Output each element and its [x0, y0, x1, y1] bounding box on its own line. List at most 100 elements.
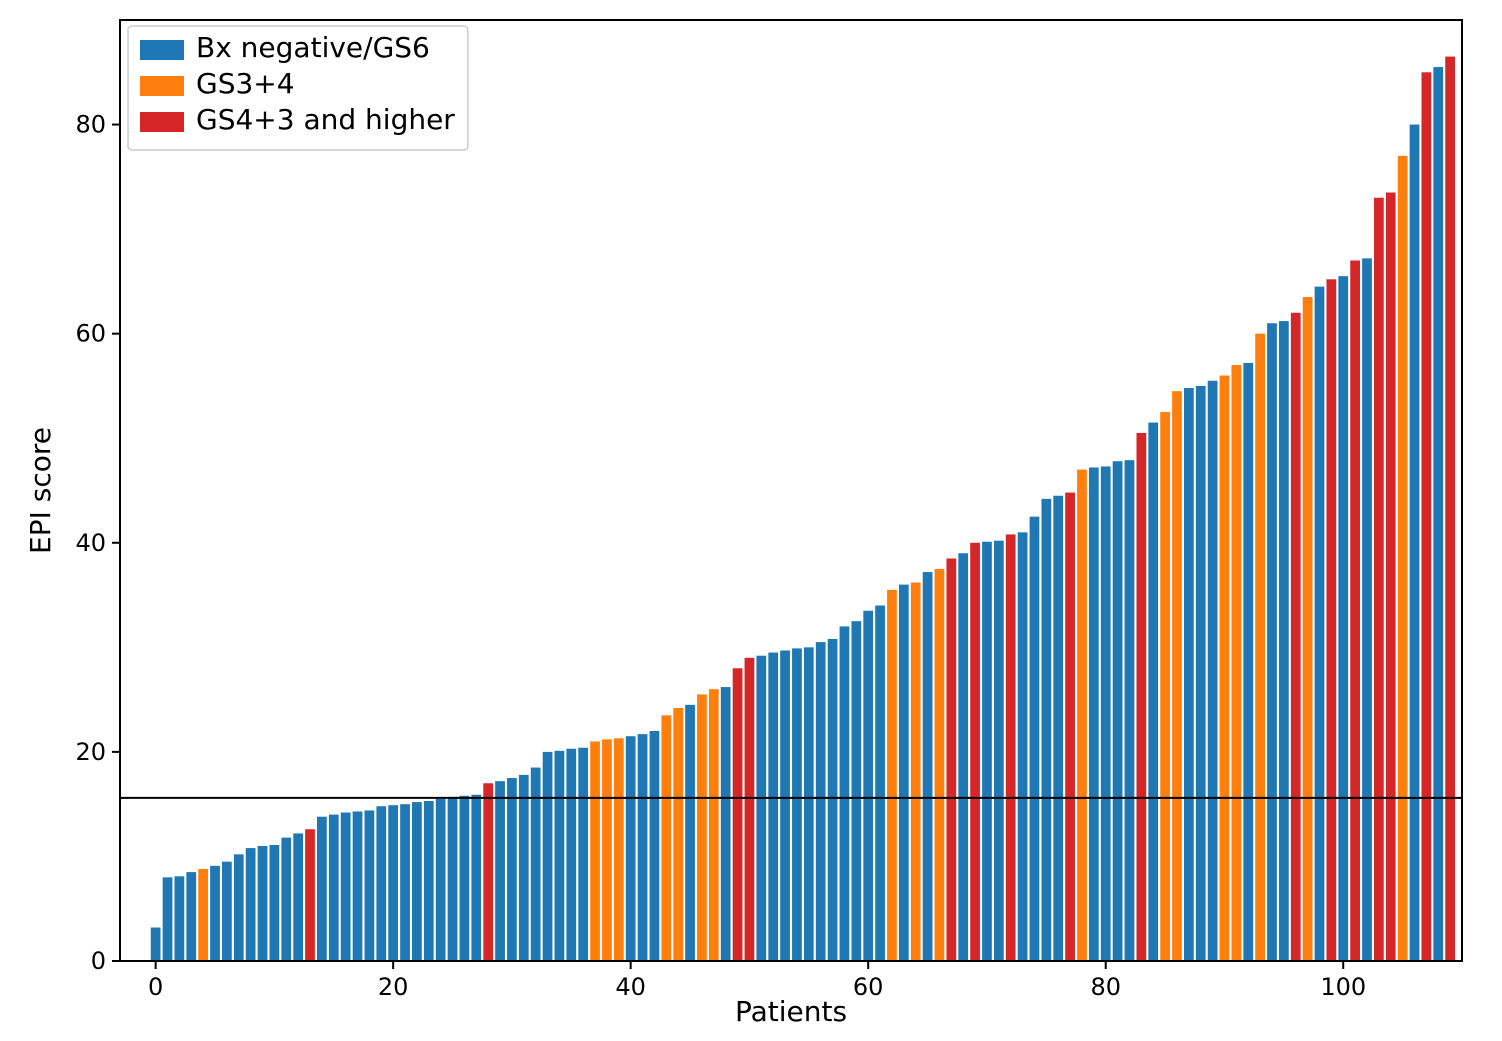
- bar: [638, 734, 648, 961]
- bar: [1148, 423, 1158, 961]
- bar: [1065, 493, 1075, 961]
- bar: [1374, 198, 1384, 961]
- x-tick-label: 20: [378, 973, 409, 1001]
- bar: [246, 848, 256, 961]
- bar: [673, 708, 683, 961]
- x-tick-label: 100: [1320, 973, 1366, 1001]
- bar: [697, 694, 707, 961]
- bar: [911, 583, 921, 961]
- bar: [1422, 72, 1432, 961]
- bar: [1125, 460, 1135, 961]
- bar: [935, 569, 945, 961]
- bar: [614, 738, 624, 961]
- bar: [590, 741, 600, 961]
- bar: [1136, 433, 1146, 961]
- bar: [650, 731, 660, 961]
- bar: [234, 854, 244, 961]
- bar: [602, 739, 612, 961]
- bar: [388, 805, 398, 961]
- bar: [448, 797, 458, 961]
- bar: [1172, 391, 1182, 961]
- bar: [1220, 375, 1230, 961]
- bar: [1053, 496, 1063, 961]
- bar: [365, 810, 375, 961]
- bar: [661, 715, 671, 961]
- legend-label: GS4+3 and higher: [196, 103, 455, 136]
- bar: [851, 621, 861, 961]
- bar: [412, 802, 422, 961]
- bar: [745, 658, 755, 961]
- bar: [994, 541, 1004, 961]
- bar: [1089, 468, 1099, 962]
- bar: [376, 806, 386, 961]
- bar: [1326, 279, 1336, 961]
- chart-svg: 020406080100020406080PatientsEPI scoreBx…: [0, 0, 1502, 1041]
- bar: [270, 845, 280, 961]
- bar: [768, 653, 778, 961]
- bar: [198, 869, 208, 961]
- bar: [946, 558, 956, 961]
- y-tick-label: 20: [75, 738, 106, 766]
- bar: [555, 751, 565, 961]
- bar: [543, 752, 553, 961]
- bar: [519, 775, 529, 961]
- bar: [958, 553, 968, 961]
- bar: [1279, 321, 1289, 961]
- bar: [186, 872, 196, 961]
- bar: [1291, 313, 1301, 961]
- bar: [1303, 297, 1313, 961]
- bar: [1231, 365, 1241, 961]
- legend: Bx negative/GS6GS3+4GS4+3 and higher: [128, 26, 468, 150]
- bar: [305, 829, 315, 961]
- bar: [733, 668, 743, 961]
- bar: [341, 813, 351, 961]
- bar: [1196, 386, 1206, 961]
- bar: [460, 796, 470, 961]
- bar: [899, 585, 909, 961]
- bar: [329, 815, 339, 961]
- bar: [970, 543, 980, 961]
- legend-swatch: [140, 40, 184, 60]
- bar: [780, 650, 790, 961]
- epi-score-chart: 020406080100020406080PatientsEPI scoreBx…: [0, 0, 1502, 1041]
- bar: [863, 611, 873, 961]
- bar: [828, 639, 838, 961]
- bar: [756, 656, 766, 961]
- bar: [151, 928, 161, 961]
- bar: [566, 749, 576, 961]
- bar: [1410, 125, 1420, 961]
- bar: [222, 862, 232, 961]
- bar: [923, 572, 933, 961]
- x-tick-label: 60: [853, 973, 884, 1001]
- bar: [1338, 276, 1348, 961]
- bar: [1184, 388, 1194, 961]
- bar: [1030, 517, 1040, 961]
- bar: [317, 817, 327, 961]
- bar: [436, 799, 446, 961]
- bar: [353, 811, 363, 961]
- bar: [495, 781, 505, 961]
- x-tick-label: 0: [148, 973, 163, 1001]
- bar: [483, 783, 493, 961]
- bar: [471, 795, 481, 961]
- bar: [1018, 532, 1028, 961]
- bar: [1350, 260, 1360, 961]
- bar: [1243, 363, 1253, 961]
- bar: [804, 647, 814, 961]
- bar: [258, 846, 268, 961]
- bar: [840, 626, 850, 961]
- bar: [578, 748, 588, 961]
- y-tick-label: 40: [75, 529, 106, 557]
- bar: [531, 768, 541, 961]
- legend-swatch: [140, 76, 184, 96]
- bar: [1208, 381, 1218, 961]
- bar: [709, 689, 719, 961]
- bar: [1445, 57, 1455, 961]
- bar: [875, 606, 885, 961]
- bar: [163, 877, 173, 961]
- x-tick-label: 80: [1090, 973, 1121, 1001]
- bar: [1255, 334, 1265, 961]
- bar: [1398, 156, 1408, 961]
- bar: [626, 736, 636, 961]
- bar: [507, 778, 517, 961]
